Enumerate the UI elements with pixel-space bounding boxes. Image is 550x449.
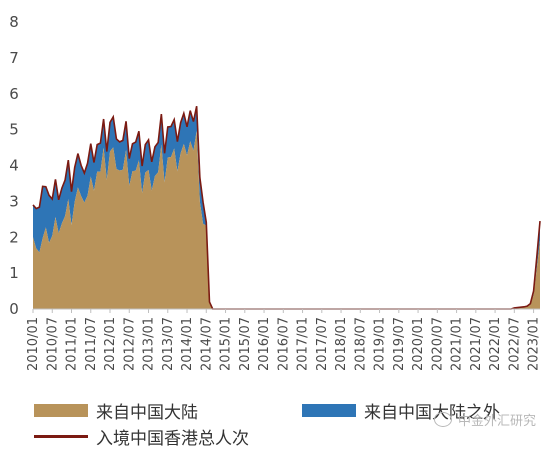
x-tick-label: 2014/07 xyxy=(199,317,214,371)
y-tick-label: 3 xyxy=(9,192,19,210)
x-tick-label: 2021/07 xyxy=(469,317,484,371)
x-tick-label: 2013/01 xyxy=(142,317,157,371)
x-tick-label: 2011/07 xyxy=(84,317,99,371)
x-tick-label: 2010/01 xyxy=(26,317,41,371)
legend-label-non-mainland: 来自中国大陆之外 xyxy=(364,403,500,423)
y-tick-label: 5 xyxy=(9,121,19,139)
x-tick-label: 2022/07 xyxy=(507,317,522,371)
legend-label-mainland: 来自中国大陆 xyxy=(96,403,198,423)
x-tick-label: 2012/07 xyxy=(122,317,137,371)
x-tick-label: 2019/07 xyxy=(392,317,407,371)
y-tick-label: 1 xyxy=(9,264,19,282)
x-tick-label: 2011/01 xyxy=(65,317,80,371)
x-tick-label: 2012/01 xyxy=(103,317,118,371)
x-tick-label: 2020/07 xyxy=(430,317,445,371)
area-non-mainland xyxy=(33,106,540,309)
plot-area xyxy=(32,105,541,310)
watermark: 中金外汇研究 xyxy=(433,410,536,429)
x-tick-label: 2010/07 xyxy=(45,317,60,371)
x-tick-label: 2023/01 xyxy=(527,317,542,371)
legend-swatch-non-mainland xyxy=(302,404,356,417)
y-axis: 0 1 2 3 4 5 6 7 8 xyxy=(9,13,19,318)
y-tick-label: 2 xyxy=(9,228,19,246)
watermark-text: 中金外汇研究 xyxy=(457,414,536,429)
x-tick-label: 2013/07 xyxy=(161,317,176,371)
y-tick-label: 6 xyxy=(9,85,19,103)
y-tick-label: 8 xyxy=(9,13,19,31)
x-tick-label: 2019/01 xyxy=(373,317,388,371)
x-tick-label: 2016/01 xyxy=(257,317,272,371)
legend-swatch-mainland xyxy=(34,404,88,417)
legend-swatch-total xyxy=(34,435,88,438)
wechat-icon xyxy=(433,412,452,427)
area-mainland xyxy=(33,130,540,309)
x-axis: 2010/01 2010/07 2011/01 2011/07 2012/01 2012/… xyxy=(26,308,542,371)
x-tick-label: 2015/07 xyxy=(238,317,253,371)
y-tick-label: 7 xyxy=(9,49,19,67)
x-tick-label: 2020/01 xyxy=(411,317,426,371)
x-tick-label: 2018/07 xyxy=(353,317,368,371)
x-tick-label: 2017/01 xyxy=(296,317,311,371)
y-tick-label: 0 xyxy=(9,300,19,318)
legend-item-total: 入境中国香港总人次 xyxy=(34,424,249,449)
legend-item-non-mainland: 来自中国大陆之外 xyxy=(302,398,500,423)
legend-label-total: 入境中国香港总人次 xyxy=(96,429,249,449)
x-tick-label: 2017/07 xyxy=(315,317,330,371)
x-tick-label: 2016/07 xyxy=(276,317,291,371)
x-tick-label: 2015/01 xyxy=(219,317,234,371)
x-tick-label: 2022/01 xyxy=(488,317,503,371)
x-tick-label: 2021/01 xyxy=(450,317,465,371)
x-tick-label: 2018/01 xyxy=(334,317,349,371)
x-tick-label: 2014/01 xyxy=(180,317,195,371)
y-tick-label: 4 xyxy=(9,157,19,175)
legend-item-mainland: 来自中国大陆 xyxy=(34,398,198,423)
